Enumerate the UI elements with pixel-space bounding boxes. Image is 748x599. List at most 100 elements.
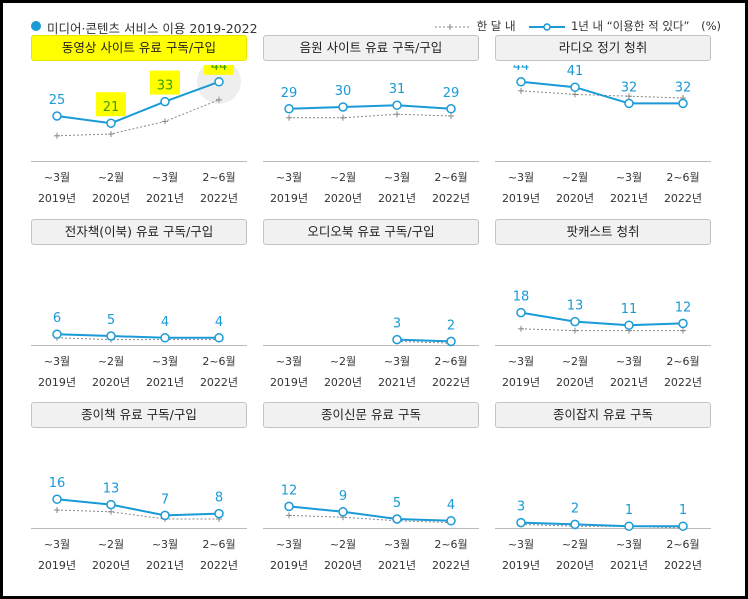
x-tick-label: ~3월 2019년 (494, 538, 548, 573)
data-label: 18 (513, 290, 530, 305)
series-yearly-line (288, 104, 452, 110)
yearly-point (570, 82, 580, 92)
x-tick-period: ~3월 (151, 171, 179, 184)
x-tick-period: ~3월 (615, 355, 643, 368)
label-highlight (96, 92, 126, 117)
data-label: 5 (107, 313, 115, 328)
x-tick-period: ~3월 (507, 171, 535, 184)
monthly-point (518, 325, 524, 332)
chart-panel: 종이책 유료 구독/구입 16 13 7 8 ~3월 2019년 ~2월 2020년 ~3월 202… (31, 402, 247, 573)
data-label: 44 (211, 65, 228, 74)
x-tick-period: ~3월 (615, 538, 643, 551)
chart-title: 미디어·콘텐츠 서비스 이용 2019-2022 (47, 21, 258, 36)
x-tick-period: ~2월 (97, 171, 125, 184)
chart-panel: 전자책(이북) 유료 구독/구입 6 5 4 4 ~3월 2019년 ~2월 2020년 ~3월 2… (30, 219, 247, 390)
yearly-point (516, 517, 526, 528)
panel-title: 음원 사이트 유료 구독/구입 (263, 35, 479, 61)
yearly-point (570, 316, 580, 327)
yearly-point (160, 333, 170, 343)
monthly-point (518, 87, 524, 94)
monthly-point (286, 512, 292, 519)
monthly-point (54, 507, 60, 513)
x-tick-year: 2022년 (663, 376, 703, 389)
monthly-point (286, 114, 292, 121)
x-tick-label: ~3월 2021년 (602, 538, 656, 573)
x-tick-year: 2021년 (377, 376, 417, 389)
x-tick-year: 2019년 (269, 376, 309, 389)
x-tick-year: 2022년 (431, 192, 471, 205)
yearly-point (516, 307, 526, 318)
monthly-point (216, 96, 222, 103)
label-highlight (150, 70, 180, 95)
yearly-point (516, 77, 526, 87)
x-tick-period: 2~6월 (666, 355, 700, 368)
legend-unit: (%) (701, 19, 721, 33)
data-label: 30 (335, 84, 352, 99)
series-yearly-line (288, 505, 452, 522)
series-yearly-line (56, 498, 220, 517)
x-tick-label: ~3월 2019년 (30, 355, 84, 390)
series-yearly-line (520, 521, 683, 528)
yearly-point (624, 320, 634, 330)
yearly-point (570, 519, 580, 530)
data-label: 12 (281, 483, 298, 498)
x-tick-period: ~3월 (151, 538, 179, 551)
monthly-point (108, 508, 114, 515)
x-tick-label: 2~6월 2022년 (424, 538, 478, 573)
data-label: 12 (675, 300, 692, 315)
chart-panel: 오디오북 유료 구독/구입 3 2 ~3월 2019년 ~2월 2020년 ~3월 2021년 2… (262, 219, 479, 390)
x-tick-period: 2~6월 (202, 171, 236, 184)
x-tick-label: ~2월 2020년 (548, 171, 602, 206)
legend: 한 달 내 1년 내 “이용한 적 있다” (%) (425, 18, 721, 34)
series-yearly-line (396, 338, 452, 343)
yearly-point (624, 98, 634, 109)
x-tick-period: ~3월 (275, 171, 303, 184)
legend-monthly: 한 달 내 (433, 18, 516, 34)
panel-plot: 6 5 4 4 (31, 311, 247, 346)
yearly-point (338, 507, 348, 517)
yearly-point (52, 329, 62, 339)
data-label: 29 (443, 86, 460, 101)
data-label: 41 (567, 65, 584, 79)
x-tick-label: 2~6월 2022년 (656, 538, 710, 573)
chart-panel: 동영상 사이트 유료 구독/구입 25 21 33 44 ~3월 2019년 ~2월 2020년… (31, 35, 247, 205)
x-tick-period: 2~6월 (666, 171, 700, 184)
x-tick-year: 2020년 (323, 192, 363, 205)
x-tick-year: 2019년 (269, 559, 309, 572)
data-label: 33 (157, 79, 174, 94)
x-tick-label: ~3월 2019년 (262, 355, 316, 390)
x-tick-year: 2019년 (501, 559, 541, 572)
monthly-point (572, 91, 578, 98)
panel-title: 전자책(이북) 유료 구독/구입 (31, 219, 247, 245)
x-tick-period: ~3월 (151, 355, 179, 368)
panel-plot: 12 9 5 4 (263, 483, 479, 529)
legend-yearly: 1년 내 “이용한 적 있다” (527, 18, 689, 34)
x-tick-year: 2019년 (501, 376, 541, 389)
x-tick-period: ~3월 (383, 538, 411, 551)
x-tick-label: ~3월 2021년 (370, 171, 424, 206)
panel-title: 종이잡지 유료 구독 (495, 402, 711, 428)
data-label: 32 (621, 80, 638, 95)
x-tick-period: 2~6월 (666, 538, 700, 551)
panel-plot: 16 13 7 8 (31, 476, 247, 529)
x-tick-year: 2020년 (323, 376, 363, 389)
yearly-point (392, 334, 402, 345)
chart-panel: 종이잡지 유료 구독 3 2 1 1 ~3월 2019년 ~2월 2020년 ~3월 2021년 2~… (494, 402, 711, 573)
yearly-point (160, 510, 170, 521)
yearly-point (214, 333, 224, 343)
x-tick-period: ~3월 (43, 355, 71, 368)
data-label: 29 (281, 86, 298, 101)
x-tick-period: 2~6월 (434, 538, 468, 551)
x-tick-year: 2022년 (199, 192, 239, 205)
x-tick-label: 2~6월 2022년 (424, 355, 478, 390)
x-tick-year: 2022년 (199, 559, 239, 572)
x-tick-label: ~3월 2021년 (602, 171, 656, 206)
series-yearly-line (520, 311, 684, 327)
data-label: 5 (393, 496, 401, 511)
series-monthly-line (288, 514, 452, 524)
x-tick-year: 2022년 (431, 376, 471, 389)
x-tick-year: 2019년 (269, 192, 309, 205)
yearly-point (160, 96, 170, 107)
data-label: 13 (103, 482, 120, 497)
x-tick-label: ~2월 2020년 (84, 538, 138, 573)
